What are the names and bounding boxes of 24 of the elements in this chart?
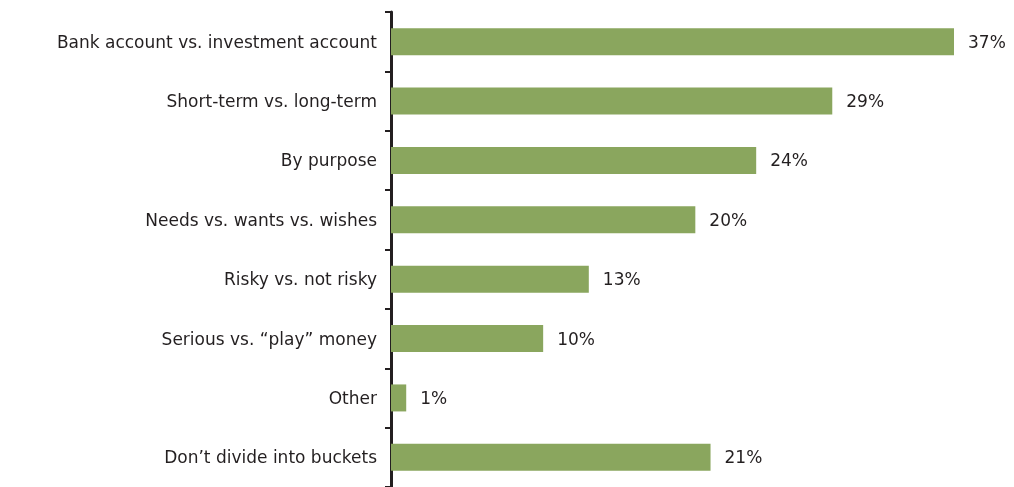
y-tick-label: Other (328, 387, 377, 408)
bar (391, 87, 833, 115)
bar (391, 28, 954, 56)
y-tick-label: Bank account vs. investment account (56, 31, 378, 52)
y-tick-label: Risky vs. not risky (224, 269, 377, 290)
y-tick-label: Needs vs. wants vs. wishes (145, 209, 378, 230)
data-label: 1% (420, 387, 448, 408)
bar (391, 384, 407, 412)
y-tick-label: Don’t divide into buckets (164, 447, 378, 468)
y-tick-label: Serious vs. “play” money (161, 328, 377, 349)
bar (391, 325, 544, 353)
data-label: 24% (770, 150, 808, 171)
bar (391, 206, 696, 234)
data-label: 37% (968, 31, 1006, 52)
data-label: 21% (724, 447, 763, 468)
data-label: 29% (846, 91, 885, 112)
bar (391, 265, 589, 293)
data-label: 13% (602, 269, 641, 290)
y-tick-label: By purpose (280, 150, 377, 171)
y-tick-label: Short-term vs. long-term (166, 91, 377, 112)
bar (391, 443, 711, 471)
data-label: 20% (709, 209, 748, 230)
bar (391, 146, 757, 174)
data-label: 10% (557, 328, 595, 349)
